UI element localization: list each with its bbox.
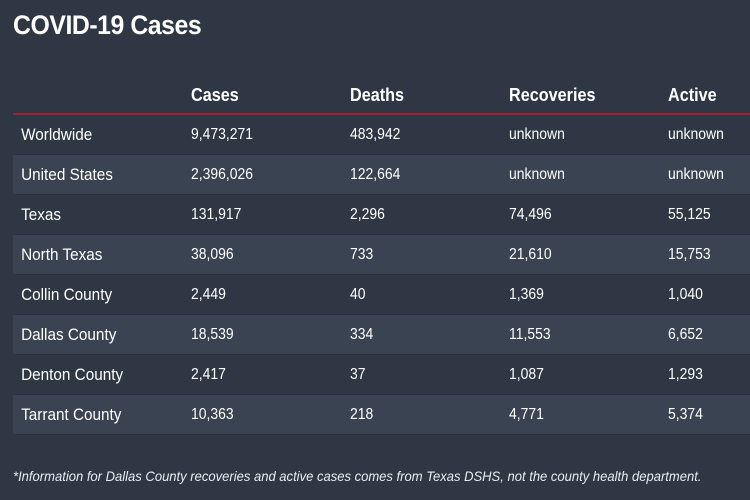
header-cell-active: Active	[668, 85, 717, 105]
active-cell: 1,040	[668, 285, 703, 303]
header-cell-recoveries: Recoveries	[509, 85, 596, 105]
table-row: Tarrant County 10,363 218 4,771 5,374	[13, 395, 750, 435]
recoveries-cell: 1,369	[509, 285, 544, 303]
table-row: Dallas County 18,539 334 11,553 6,652	[13, 315, 750, 355]
region-cell: Texas	[21, 204, 62, 224]
cases-cell: 2,449	[191, 285, 226, 303]
cases-cell: 131,917	[191, 205, 242, 223]
page-title: COVID-19 Cases	[13, 10, 202, 40]
recoveries-cell: 21,610	[509, 245, 552, 263]
cases-cell: 18,539	[191, 325, 234, 343]
active-cell: 1,293	[668, 365, 703, 383]
active-cell: 15,753	[668, 245, 711, 263]
cases-cell: 2,396,026	[191, 165, 254, 183]
deaths-cell: 733	[350, 245, 374, 263]
deaths-cell: 218	[350, 405, 374, 423]
table-row: Collin County 2,449 40 1,369 1,040	[13, 275, 750, 315]
cases-cell: 10,363	[191, 405, 234, 423]
table-header-row: Cases Deaths Recoveries Active	[13, 78, 750, 115]
cases-cell: 38,096	[191, 245, 234, 263]
deaths-cell: 37	[350, 365, 366, 383]
recoveries-cell: unknown	[509, 125, 565, 143]
region-cell: Dallas County	[21, 324, 117, 344]
deaths-cell: 40	[350, 285, 366, 303]
recoveries-cell: 1,087	[509, 365, 544, 383]
cases-cell: 9,473,271	[191, 125, 254, 143]
region-cell: Collin County	[21, 284, 113, 304]
region-cell: United States	[21, 164, 113, 184]
recoveries-cell: 74,496	[509, 205, 552, 223]
region-cell: Tarrant County	[21, 404, 122, 424]
table-row: United States 2,396,026 122,664 unknown …	[13, 155, 750, 195]
recoveries-cell: unknown	[509, 165, 565, 183]
footnote: *Information for Dallas County recoverie…	[13, 468, 702, 484]
header-cell-cases: Cases	[191, 85, 239, 105]
cases-cell: 2,417	[191, 365, 226, 383]
deaths-cell: 334	[350, 325, 374, 343]
active-cell: 55,125	[668, 205, 711, 223]
region-cell: North Texas	[21, 244, 103, 264]
recoveries-cell: 11,553	[509, 325, 551, 343]
deaths-cell: 2,296	[350, 205, 385, 223]
deaths-cell: 122,664	[350, 165, 401, 183]
table-row: Worldwide 9,473,271 483,942 unknown unkn…	[13, 115, 750, 155]
region-cell: Denton County	[21, 364, 124, 384]
active-cell: 6,652	[668, 325, 703, 343]
active-cell: 5,374	[668, 405, 703, 423]
active-cell: unknown	[668, 125, 724, 143]
table-row: Texas 131,917 2,296 74,496 55,125	[13, 195, 750, 235]
region-cell: Worldwide	[21, 124, 93, 144]
active-cell: unknown	[668, 165, 724, 183]
cases-table: Cases Deaths Recoveries Active Worldwide…	[13, 78, 750, 435]
recoveries-cell: 4,771	[509, 405, 544, 423]
header-cell-deaths: Deaths	[350, 85, 405, 105]
table-row: North Texas 38,096 733 21,610 15,753	[13, 235, 750, 275]
deaths-cell: 483,942	[350, 125, 401, 143]
table-row: Denton County 2,417 37 1,087 1,293	[13, 355, 750, 395]
